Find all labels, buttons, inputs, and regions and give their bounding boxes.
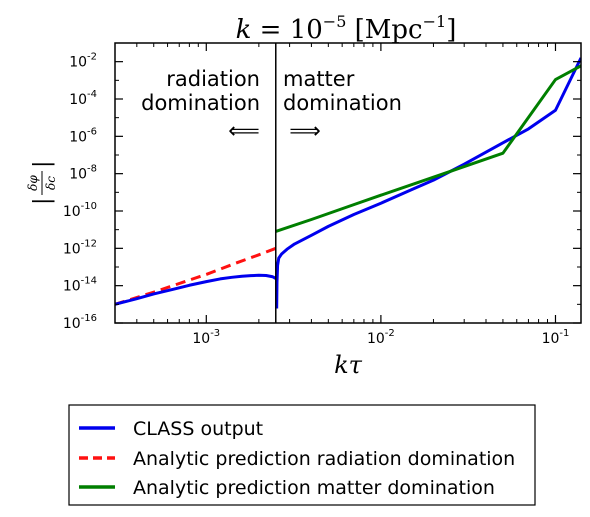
series-layer: [115, 57, 581, 309]
series-line-0: [115, 273, 277, 306]
annotation-radiation-domination: domination: [141, 91, 260, 115]
y-tick-label: 10-16: [63, 313, 97, 332]
arrow-right-icon: ⟹: [289, 119, 321, 144]
chart-title: k = 10−5 [Mpc−1]: [236, 12, 457, 45]
y-tick-label: 10-2: [69, 52, 97, 71]
y-axis-label-denominator: δc: [44, 176, 58, 190]
tick-layer: 10-3 10-2 10-1 10-16 10-14 10-12 10-10 10-8 10-6…: [63, 42, 581, 347]
annotation-radiation: radiation: [166, 67, 260, 91]
x-axis-label: kτ: [334, 351, 363, 379]
series-line-1: [275, 57, 581, 309]
legend-box: [68, 404, 536, 506]
y-tick-label: 10-8: [69, 164, 97, 183]
legend-label-radiation: Analytic prediction radiation domination: [133, 448, 515, 470]
y-tick-label: 10-12: [63, 238, 97, 257]
x-tick-label: 10-3: [192, 328, 220, 347]
y-axis-label-numerator: δφ: [26, 175, 40, 191]
x-tick-label: 10-2: [367, 328, 395, 347]
y-tick-label: 10-6: [69, 126, 97, 145]
legend-label-matter: Analytic prediction matter domination: [133, 477, 495, 499]
plot-frame: [114, 42, 582, 324]
x-tick-label: 10-1: [542, 328, 570, 347]
y-axis-label-bar-right: |: [30, 161, 55, 168]
y-tick-label: 10-14: [63, 276, 97, 295]
arrow-left-icon: ⟸: [228, 119, 260, 144]
y-tick-label: 10-4: [69, 89, 97, 108]
y-tick-label: 10-10: [63, 201, 97, 220]
annotation-matter: matter: [283, 67, 355, 91]
y-axis-label: | δφ δc |: [26, 161, 58, 205]
y-axis-label-bar-left: |: [30, 198, 55, 205]
legend: CLASS output Analytic prediction radiati…: [68, 404, 536, 506]
annotation-matter-domination: domination: [283, 91, 402, 115]
legend-label-class: CLASS output: [133, 418, 263, 440]
series-line-3: [275, 64, 581, 233]
series-line-2: [115, 246, 277, 306]
